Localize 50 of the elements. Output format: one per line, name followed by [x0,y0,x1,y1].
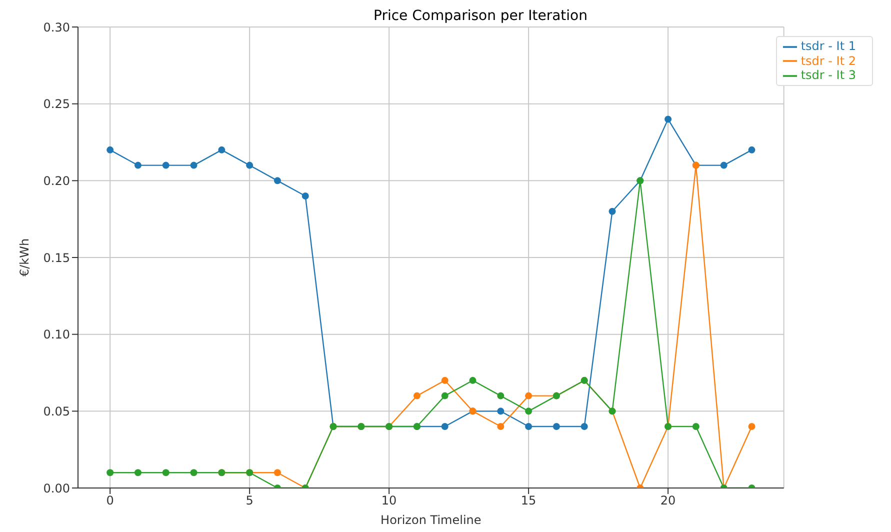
point [190,162,198,169]
point [608,208,616,215]
point [525,408,532,415]
point [218,146,226,154]
point [274,469,281,476]
point [525,392,532,400]
point [497,392,504,400]
legend-label: tsdr - It 3 [800,68,856,82]
point [441,423,448,430]
x-tick-label: 0 [106,494,114,508]
y-tick-label: 0.05 [43,404,70,418]
point [302,192,309,200]
y-tick-label: 0.20 [43,174,70,188]
y-tick-label: 0.25 [43,97,70,112]
x-tick-label: 5 [246,494,254,508]
legend-label: tsdr - It 1 [800,39,856,53]
point [580,423,588,430]
point [497,408,504,415]
point [748,423,756,430]
point [106,469,114,476]
point [246,162,254,169]
point [274,177,281,184]
point [469,376,476,384]
point [134,162,142,169]
y-tick-label: 0.10 [43,328,70,342]
point [162,469,170,476]
point [413,392,420,400]
x-axis-title: Horizon Timeline [380,513,482,527]
point [552,423,560,430]
y-tick-label: 0.30 [43,20,70,34]
point [441,392,448,400]
point [664,116,672,123]
x-tick-label: 10 [381,494,397,508]
x-tick-label: 20 [660,494,676,508]
point [497,423,504,430]
point [748,146,756,154]
y-axis-title: €/kWh [17,238,32,277]
point [134,469,142,476]
point [525,423,532,430]
point [162,162,170,169]
point [441,376,448,384]
point [190,469,198,476]
y-tick-label: 0.15 [43,250,70,265]
y-tick-label: 0.00 [43,481,70,496]
x-tick-label: 15 [520,494,536,508]
point [106,146,114,154]
point [692,423,700,430]
legend-label: tsdr - It 2 [800,54,856,68]
point [720,162,728,169]
chart-title: Price Comparison per Iteration [372,8,588,24]
